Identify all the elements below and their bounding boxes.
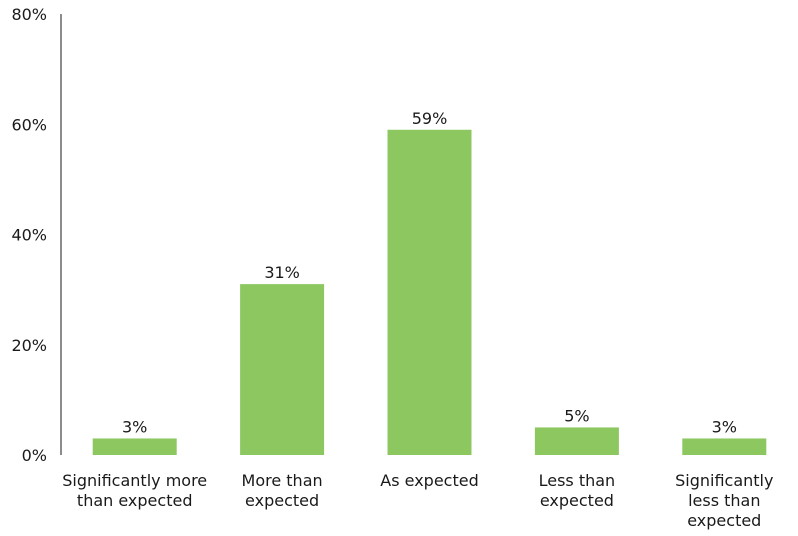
bars — [92, 129, 767, 455]
category-label-line: than expected — [77, 491, 193, 510]
category-label: Significantly more than expected — [62, 471, 207, 510]
y-tick-label: 20% — [11, 336, 47, 355]
category-label-line: expected — [687, 511, 761, 530]
y-axis-ticks: 0% 20% 40% 60% 80% — [11, 5, 47, 465]
category-label-line: Less than — [539, 471, 616, 490]
bar-value-label: 5% — [564, 406, 589, 425]
category-label: As expected — [380, 471, 478, 490]
category-label: More than expected — [242, 471, 323, 510]
y-tick-label: 40% — [11, 226, 47, 245]
y-tick-label: 60% — [11, 115, 47, 134]
category-label: Significantly less than expected — [675, 471, 773, 530]
category-label-line: expected — [245, 491, 319, 510]
category-label: Less than expected — [539, 471, 616, 510]
category-label-line: Significantly — [675, 471, 773, 490]
y-tick-label: 0% — [22, 446, 47, 465]
category-labels: Significantly more than expected More than… — [62, 471, 773, 530]
category-label-line: More than — [242, 471, 323, 490]
bar-value-label: 3% — [122, 417, 147, 436]
bar — [682, 438, 767, 455]
bar-value-label: 59% — [412, 109, 448, 128]
category-label-line: As expected — [380, 471, 478, 490]
bar — [92, 438, 177, 455]
y-tick-label: 80% — [11, 5, 47, 24]
bar — [240, 284, 325, 455]
bar-value-label: 3% — [712, 417, 737, 436]
bar — [387, 129, 472, 455]
bar — [534, 427, 619, 455]
category-label-line: less than — [688, 491, 760, 510]
category-label-line: expected — [540, 491, 614, 510]
category-label-line: Significantly more — [62, 471, 207, 490]
data-labels: 3% 31% 59% 5% 3% — [122, 109, 737, 437]
bar-value-label: 31% — [264, 263, 300, 282]
